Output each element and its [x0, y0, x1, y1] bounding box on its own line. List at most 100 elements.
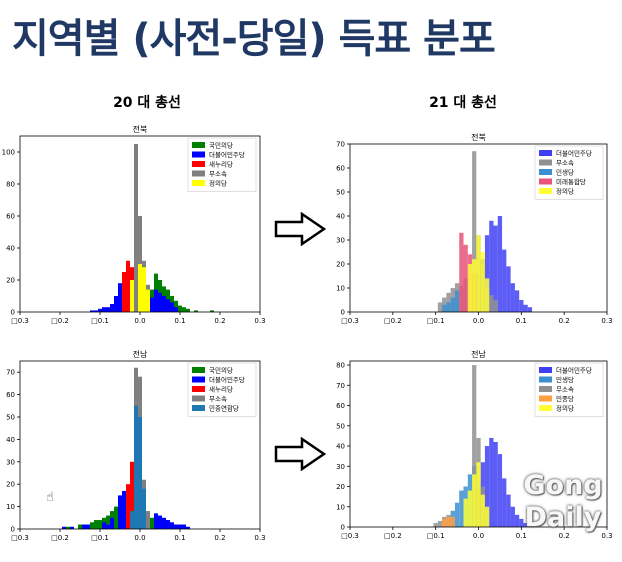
histogram-bar [519, 300, 524, 312]
chart-title: 전북 [133, 124, 148, 134]
y-tick-label: 20 [336, 261, 345, 269]
histogram-bar [166, 520, 170, 529]
y-tick-label: 50 [336, 422, 345, 430]
chart-title: 전남 [133, 349, 148, 359]
x-tick-label: 0.0 [134, 317, 145, 325]
y-tick-label: 60 [336, 165, 345, 173]
legend-label: 무소속 [209, 395, 227, 403]
histogram-bar [484, 235, 490, 312]
y-tick-label: 40 [336, 443, 345, 451]
histogram-jeonbuk-20th: 전북 0 20 40 60 80 100 □0.3 □0.2 □0.1 0.0 0.1 0.2 0.3 국민… [2, 124, 266, 325]
histogram-bar [493, 441, 498, 527]
histogram-bar [150, 517, 154, 529]
legend-swatch [539, 169, 552, 175]
x-tick-label: 0.0 [473, 532, 484, 540]
histogram-bar [450, 297, 455, 312]
y-tick-label: 0 [341, 524, 345, 532]
y-tick-label: 0 [341, 309, 345, 317]
x-tick-label: □0.3 [341, 317, 359, 325]
x-tick-label: □0.3 [11, 534, 29, 542]
histogram-bar [106, 307, 110, 312]
watermark-logo: Gong Daily [523, 470, 603, 533]
histogram-bar [178, 305, 182, 312]
histogram-bar [476, 235, 481, 312]
histogram-bar [110, 304, 114, 312]
x-tick-label: 0.3 [254, 534, 265, 542]
x-tick-label: □0.3 [341, 532, 359, 540]
x-tick-label: 0.3 [601, 532, 612, 540]
legend-label: 더불어민주당 [209, 375, 245, 384]
histogram-bar [138, 264, 142, 312]
histogram-bar [114, 296, 118, 312]
histogram-bar [162, 296, 166, 312]
x-tick-label: 0.3 [254, 317, 265, 325]
y-tick-label: 10 [336, 285, 345, 293]
histogram-bar [484, 278, 490, 312]
legend-swatch [539, 405, 552, 411]
x-tick-label: 0.1 [516, 532, 527, 540]
histogram-bar [150, 297, 154, 312]
histogram-bar [484, 506, 490, 527]
x-tick-label: 0.2 [559, 317, 570, 325]
y-tick-label: 30 [336, 463, 345, 471]
y-tick-label: 70 [336, 382, 345, 390]
x-tick-label: □0.2 [384, 317, 402, 325]
histogram-bar [174, 307, 178, 312]
y-tick-label: 20 [6, 277, 15, 285]
x-tick-label: □0.1 [91, 534, 109, 542]
y-tick-label: 40 [336, 213, 345, 221]
legend-swatch [192, 142, 205, 148]
histogram-bar [62, 526, 66, 529]
y-tick-label: 20 [6, 481, 15, 489]
histogram-bar [146, 511, 150, 529]
histogram-bar [437, 302, 443, 312]
histogram-bar [146, 289, 150, 312]
legend-swatch [539, 395, 552, 402]
histogram-bar [166, 299, 170, 312]
histogram-bar [94, 520, 98, 529]
histogram-bar [102, 307, 106, 312]
histogram-bar [98, 308, 102, 312]
y-tick-label: 80 [6, 181, 15, 189]
arrow-right-icon [274, 212, 326, 246]
histogram-bar [126, 484, 130, 529]
legend-swatch [192, 405, 205, 411]
x-tick-label: 0.0 [473, 317, 484, 325]
histogram-bar [493, 300, 498, 312]
histogram-bar [514, 514, 520, 527]
legend-swatch [539, 188, 552, 194]
y-tick-label: 80 [336, 362, 345, 370]
legend-label: 새누리당 [209, 160, 233, 169]
histogram-bar [126, 260, 130, 312]
histogram-bar [106, 524, 110, 529]
histogram-bar [66, 526, 70, 529]
histogram-bar [497, 216, 503, 312]
legend-label: 무소속 [209, 170, 227, 178]
histogram-jeonnam-20th: 전남 0 10 20 30 40 50 60 70 □0.3 □0.2 □0.1 0.0 0.1 0.2 0.… [6, 349, 265, 542]
legend-label: 정의당 [556, 404, 574, 413]
chart-title: 전북 [471, 132, 486, 142]
legend-label: 민중연합당 [209, 404, 239, 413]
histogram-bar [527, 307, 533, 312]
histogram-bar [502, 478, 507, 527]
histogram-bar [523, 304, 528, 312]
legend-swatch [192, 180, 205, 186]
legend-label: 민중당 [556, 394, 574, 403]
histogram-bar [106, 515, 110, 529]
histogram-bar [506, 266, 511, 312]
x-tick-label: □0.2 [51, 317, 69, 325]
x-tick-label: 0.2 [214, 317, 225, 325]
histogram-bar [102, 522, 106, 529]
legend-label: 무소속 [556, 386, 574, 394]
legend-label: 민생당 [556, 168, 574, 177]
x-tick-label: 0.1 [516, 317, 527, 325]
x-tick-label: □0.3 [11, 317, 29, 325]
histogram-bar [437, 520, 443, 527]
x-tick-label: 0.0 [134, 534, 145, 542]
histogram-bar [497, 454, 503, 527]
histogram-bar [489, 437, 494, 527]
x-tick-label: □0.1 [91, 317, 109, 325]
histogram-bar [162, 517, 166, 529]
histogram-bar [467, 490, 473, 527]
legend-label: 국민의당 [209, 141, 233, 150]
